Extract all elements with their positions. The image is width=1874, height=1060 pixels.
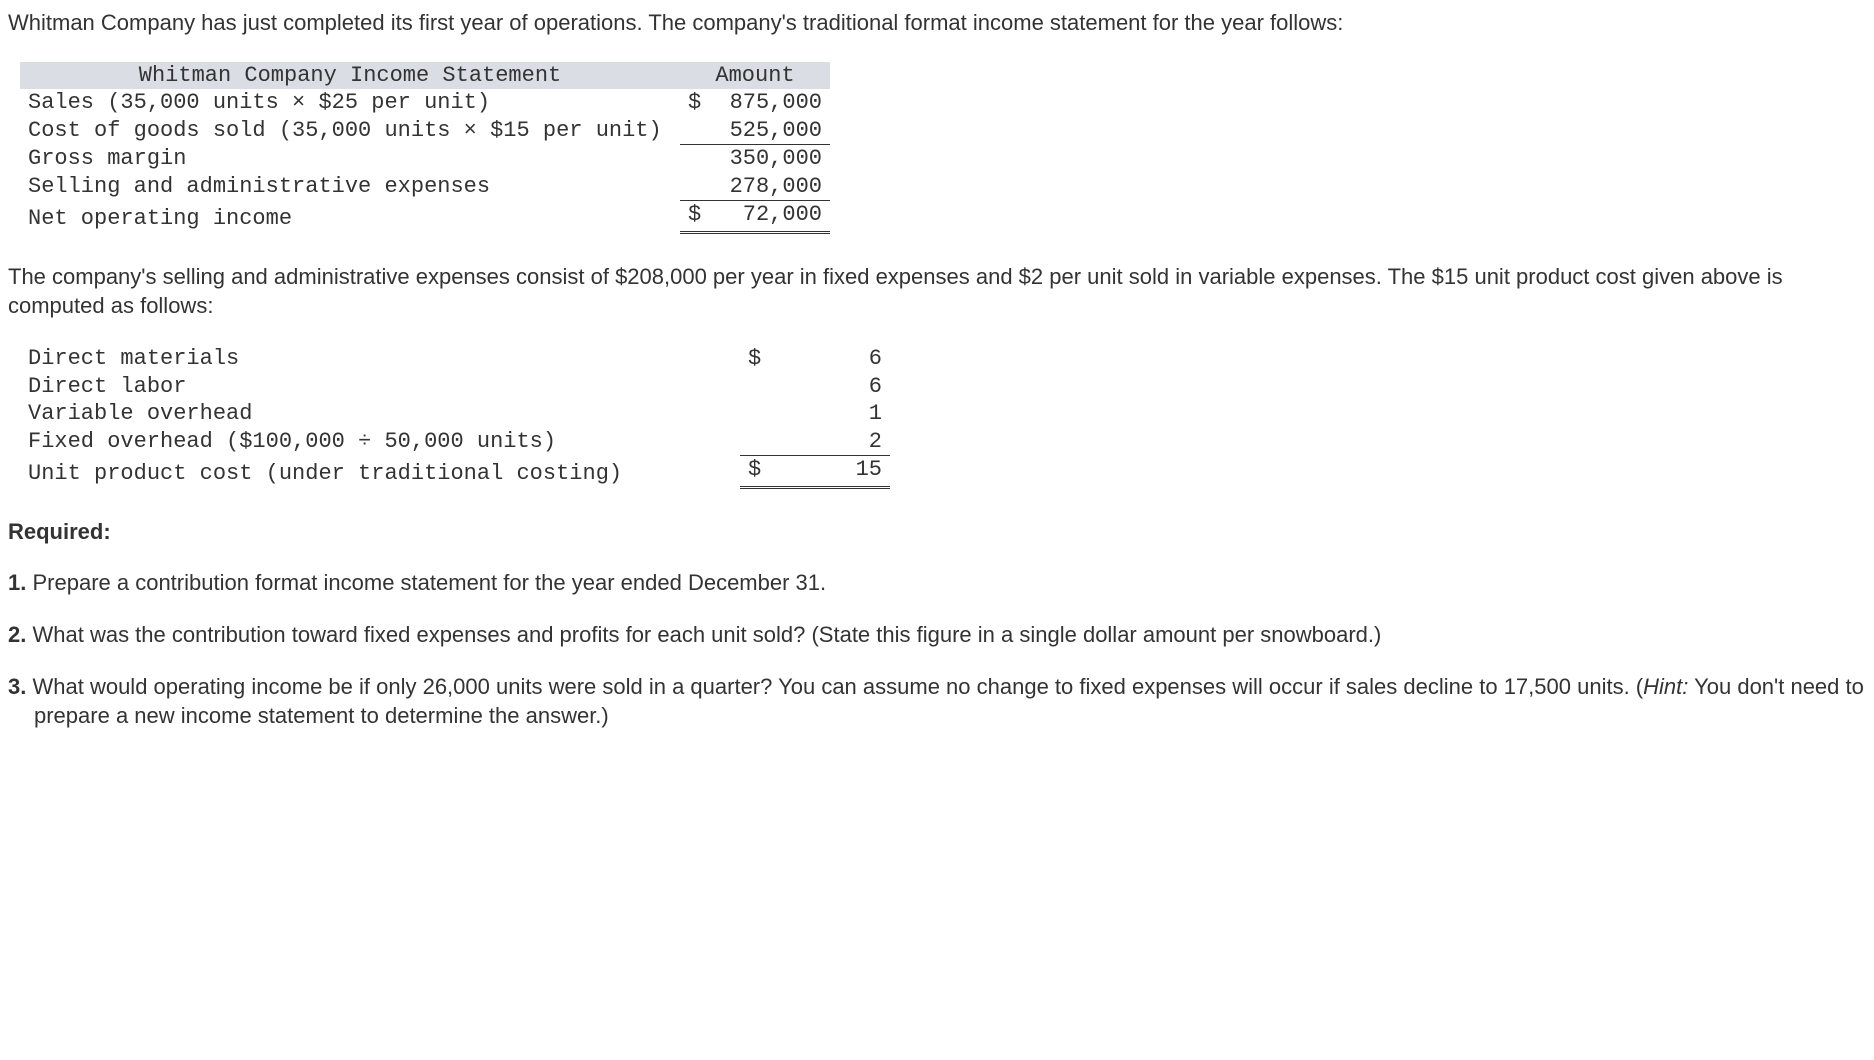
table-row: Fixed overhead ($100,000 ÷ 50,000 units)… bbox=[20, 428, 890, 456]
req-number: 3. bbox=[8, 674, 26, 699]
unit-cost-table: Direct materials $ 6 Direct labor 6 Vari… bbox=[20, 345, 890, 489]
row-value: 2 bbox=[780, 428, 890, 456]
requirement-item: 2. What was the contribution toward fixe… bbox=[8, 620, 1866, 650]
row-currency: $ bbox=[740, 345, 780, 373]
table-row: Direct labor 6 bbox=[20, 373, 890, 401]
row-value: 72,000 bbox=[720, 201, 830, 233]
required-heading: Required: bbox=[8, 517, 1866, 547]
row-currency bbox=[680, 117, 720, 145]
table-row: Cost of goods sold (35,000 units × $15 p… bbox=[20, 117, 830, 145]
row-label: Direct labor bbox=[20, 373, 740, 401]
req-text: What was the contribution toward fixed e… bbox=[32, 622, 1381, 647]
row-label: Selling and administrative expenses bbox=[20, 173, 680, 201]
row-value: 1 bbox=[780, 400, 890, 428]
amount-header: Amount bbox=[680, 62, 830, 90]
table-row: Sales (35,000 units × $25 per unit) $ 87… bbox=[20, 89, 830, 117]
row-label: Sales (35,000 units × $25 per unit) bbox=[20, 89, 680, 117]
row-label: Fixed overhead ($100,000 ÷ 50,000 units) bbox=[20, 428, 740, 456]
row-label: Gross margin bbox=[20, 145, 680, 173]
row-label: Unit product cost (under traditional cos… bbox=[20, 456, 740, 488]
table-row: Selling and administrative expenses 278,… bbox=[20, 173, 830, 201]
row-value: 15 bbox=[780, 456, 890, 488]
table-row: Gross margin 350,000 bbox=[20, 145, 830, 173]
table-header-row: Whitman Company Income Statement Amount bbox=[20, 62, 830, 90]
req-number: 1. bbox=[8, 570, 26, 595]
table-row: Net operating income $ 72,000 bbox=[20, 201, 830, 233]
row-label: Direct materials bbox=[20, 345, 740, 373]
row-currency bbox=[740, 373, 780, 401]
mid-text: The company's selling and administrative… bbox=[8, 262, 1866, 321]
table-row: Unit product cost (under traditional cos… bbox=[20, 456, 890, 488]
row-currency bbox=[740, 428, 780, 456]
row-value: 525,000 bbox=[720, 117, 830, 145]
table-title: Whitman Company Income Statement bbox=[20, 62, 680, 90]
row-currency: $ bbox=[680, 201, 720, 233]
income-statement-table: Whitman Company Income Statement Amount … bbox=[20, 62, 830, 234]
row-value: 278,000 bbox=[720, 173, 830, 201]
requirement-item: 1. Prepare a contribution format income … bbox=[8, 568, 1866, 598]
row-currency: $ bbox=[740, 456, 780, 488]
row-value: 350,000 bbox=[720, 145, 830, 173]
req-hint: Hint: bbox=[1643, 674, 1688, 699]
requirement-item: 3. What would operating income be if onl… bbox=[8, 672, 1866, 731]
req-text: Prepare a contribution format income sta… bbox=[32, 570, 826, 595]
row-label: Variable overhead bbox=[20, 400, 740, 428]
row-value: 875,000 bbox=[720, 89, 830, 117]
req-text: What would operating income be if only 2… bbox=[32, 674, 1643, 699]
row-currency: $ bbox=[680, 89, 720, 117]
row-label: Net operating income bbox=[20, 201, 680, 233]
row-currency bbox=[680, 145, 720, 173]
row-label: Cost of goods sold (35,000 units × $15 p… bbox=[20, 117, 680, 145]
row-value: 6 bbox=[780, 373, 890, 401]
intro-text: Whitman Company has just completed its f… bbox=[8, 8, 1866, 38]
row-currency bbox=[740, 400, 780, 428]
row-value: 6 bbox=[780, 345, 890, 373]
req-number: 2. bbox=[8, 622, 26, 647]
row-currency bbox=[680, 173, 720, 201]
table-row: Variable overhead 1 bbox=[20, 400, 890, 428]
table-row: Direct materials $ 6 bbox=[20, 345, 890, 373]
